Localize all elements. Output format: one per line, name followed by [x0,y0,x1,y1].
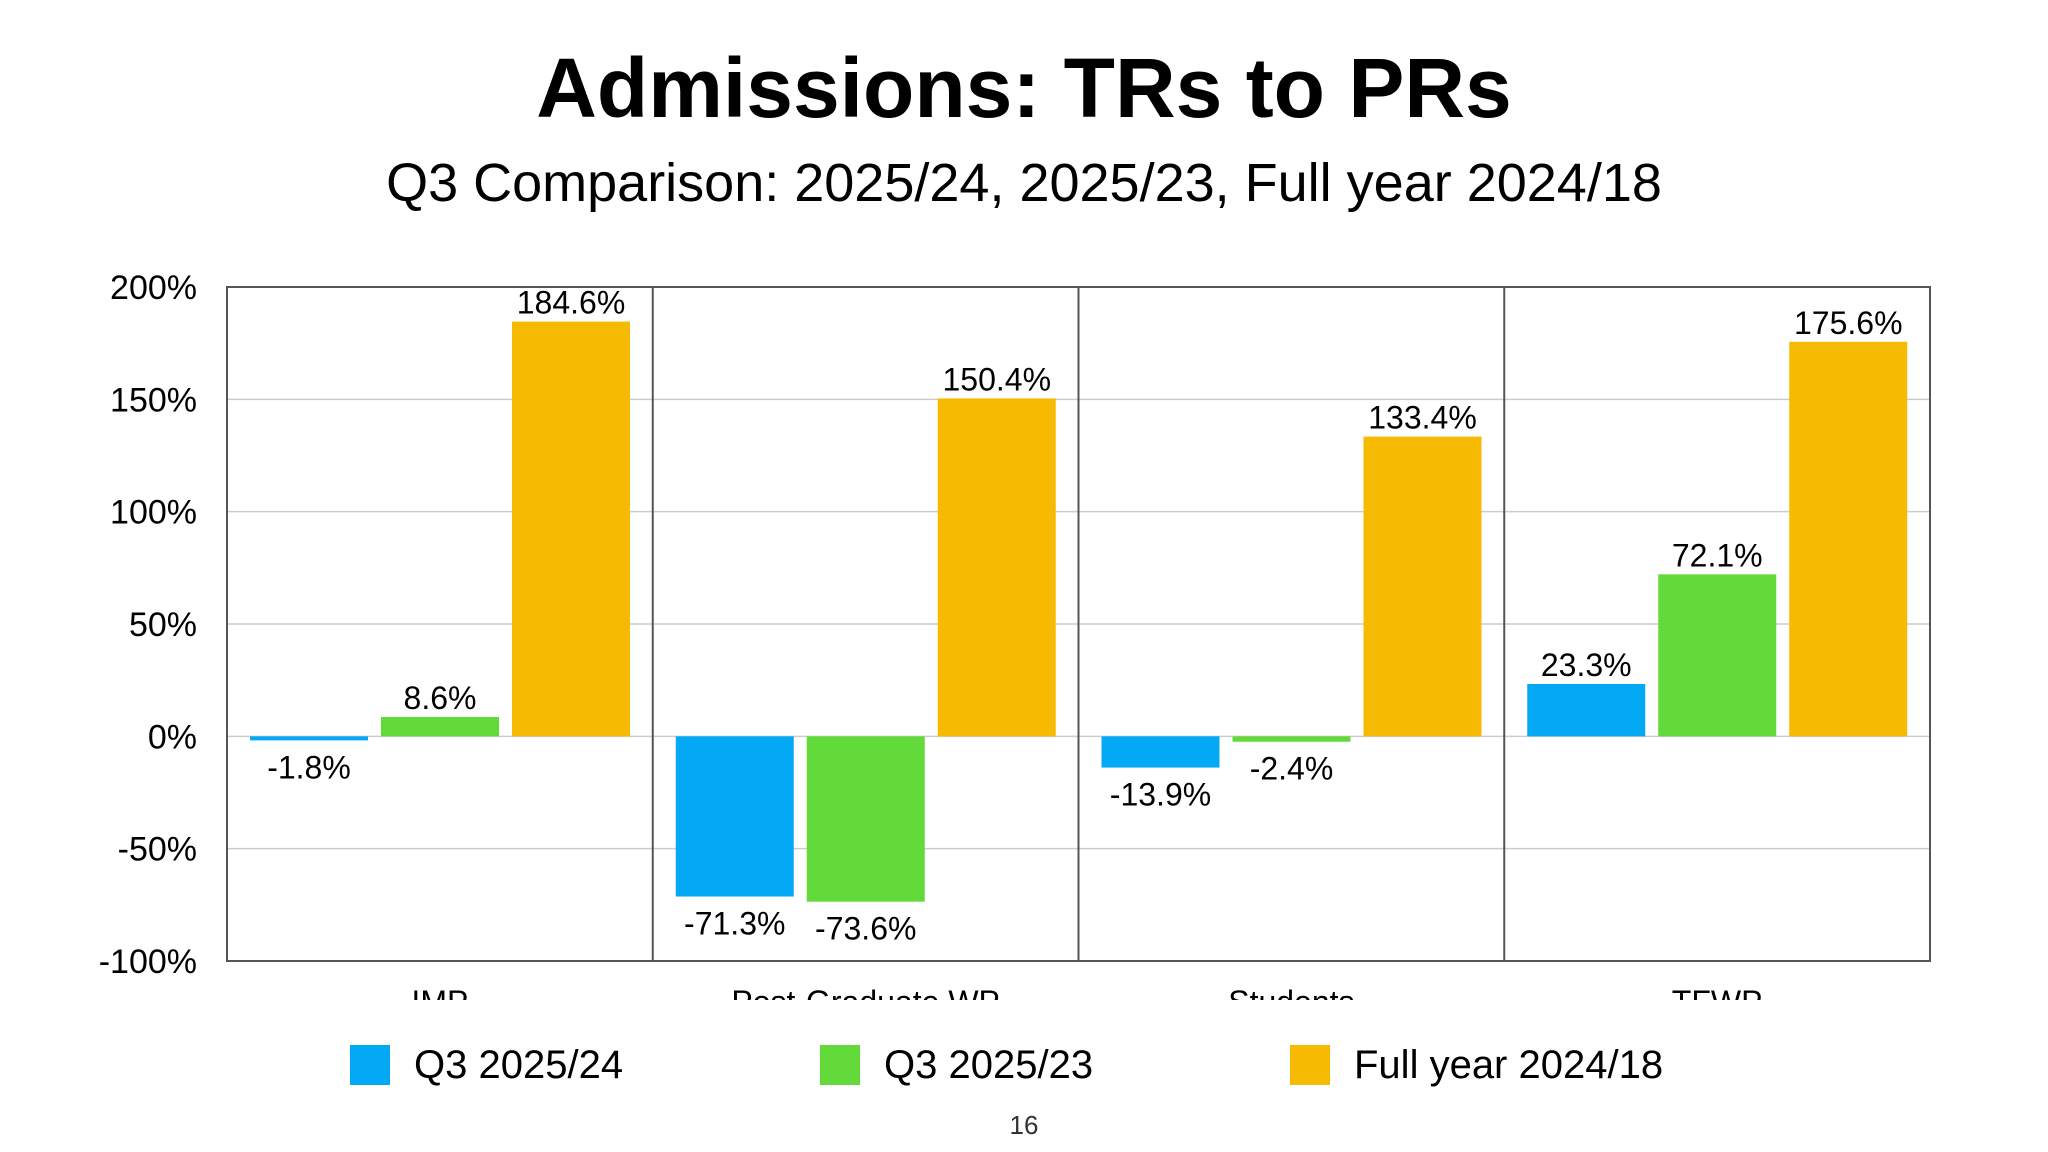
data-label: 72.1% [1672,537,1763,573]
data-label: 23.3% [1541,647,1632,683]
x-axis-ticks: IMP Post-Graduate WP Students TFWP [411,984,1762,1000]
page-number: 16 [1009,1110,1039,1140]
legend-label: Q3 2025/23 [884,1042,1094,1087]
bar [1658,574,1777,737]
plot-frame [226,286,1931,962]
chart-title: Admissions: TRs to PRs [536,41,1512,135]
legend-item-full-year-2024-18: Full year 2024/18 [1290,1035,1663,1095]
data-labels: -1.8% 8.6% 184.6% -71.3% -73.6% 150.4% -13.9% -… [267,285,1902,947]
data-label: 150.4% [942,361,1051,397]
bar [381,717,499,737]
legend-item-q3-2025-23: Q3 2025/23 [820,1035,1093,1095]
chart-subtitle: Q3 Comparison: 2025/24, 2025/23, Full ye… [386,153,1662,213]
data-label: -73.6% [815,911,916,947]
data-label: -71.3% [684,906,785,942]
legend-swatch [1290,1045,1330,1085]
bar-chart: 200% 150% 100% 50% 0% -50% -100% -1.8% 8.6% 184.… [99,269,1931,1000]
legend: Q3 2025/24 Q3 2025/23 Full year 2024/18 [0,1035,2048,1095]
y-tick-label: 200% [110,269,197,307]
y-tick-label: 150% [110,381,197,419]
data-label: -13.9% [1110,777,1211,813]
data-label: -2.4% [1250,751,1334,787]
y-tick-label: -100% [99,943,197,981]
legend-label: Q3 2025/24 [414,1042,624,1087]
y-tick-label: 100% [110,494,197,532]
legend-swatch [820,1045,860,1085]
bar [937,398,1056,737]
bar [1527,683,1646,737]
legend-swatch [350,1045,390,1085]
y-axis-ticks: 200% 150% 100% 50% 0% -50% -100% [99,269,197,981]
data-label: 8.6% [404,680,477,716]
bar [1101,736,1220,768]
bar [250,736,368,741]
x-tick-label: Students [1228,984,1354,1000]
data-label: 175.6% [1794,305,1903,341]
data-label: 184.6% [517,285,626,321]
x-tick-label: Post-Graduate WP [731,984,1000,1000]
bar [512,321,630,737]
y-tick-label: 0% [148,718,197,756]
y-tick-label: -50% [118,831,197,869]
data-label: 133.4% [1368,400,1477,436]
y-tick-label: 50% [129,606,197,644]
bar [675,736,794,897]
legend-item-q3-2025-24: Q3 2025/24 [350,1035,623,1095]
bar [1363,436,1482,737]
bar [1232,736,1351,742]
x-tick-label: IMP [411,984,468,1000]
bar [1789,341,1908,737]
bars [250,321,1908,902]
x-tick-label: TFWP [1672,984,1763,1000]
legend-label: Full year 2024/18 [1354,1042,1664,1087]
bar [806,736,925,902]
data-label: -1.8% [267,749,351,785]
